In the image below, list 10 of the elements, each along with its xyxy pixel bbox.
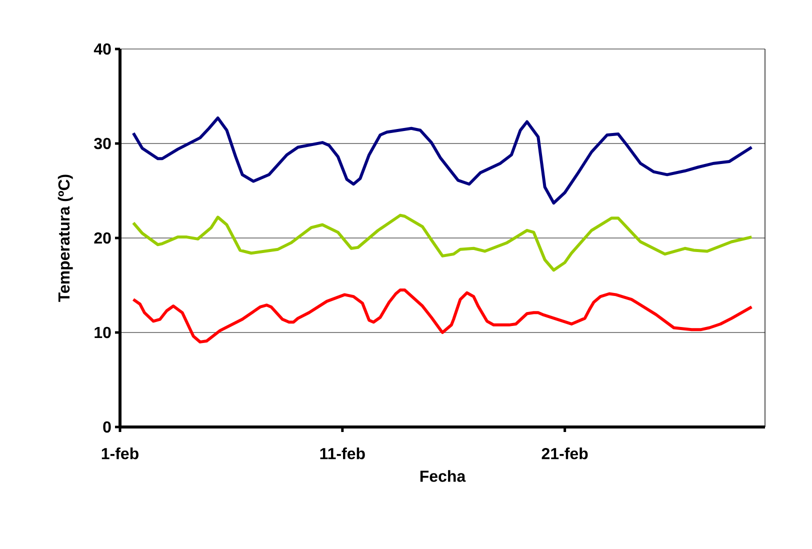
y-tick-label: 20 — [94, 232, 111, 244]
y-tick-label: 40 — [94, 43, 111, 55]
y-axis-title: Temperatura (ºC) — [58, 174, 73, 302]
y-tick-label: 0 — [103, 421, 111, 433]
x-tick-label: 1-feb — [102, 448, 138, 460]
y-tick-label: 30 — [94, 138, 111, 150]
x-tick-label: 21-feb — [542, 448, 588, 460]
y-tick-label: 10 — [94, 326, 111, 338]
x-tick-label: 11-feb — [320, 448, 365, 460]
x-axis-title: Fecha — [420, 470, 466, 482]
